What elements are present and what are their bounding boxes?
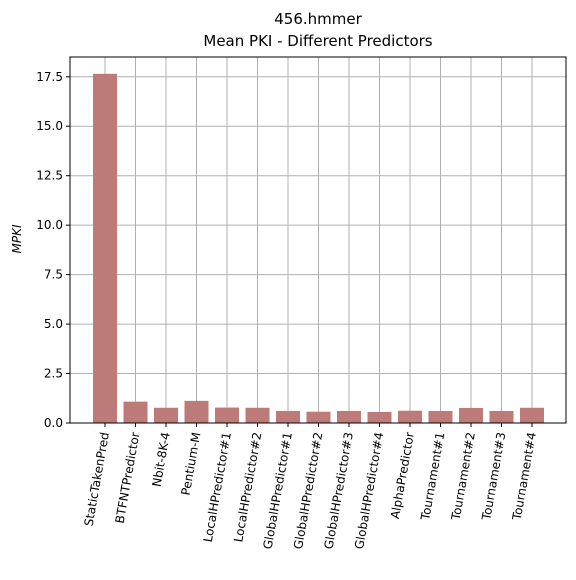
x-tick-label: Tournament#4 xyxy=(510,431,539,522)
x-tick-label: Tournament#2 xyxy=(449,431,478,522)
x-tick-label: GlobalHPredictor#3 xyxy=(322,431,356,550)
chart-subtitle: Mean PKI - Different Predictors xyxy=(203,32,432,50)
x-tick-label: GlobalHPredictor#1 xyxy=(261,431,295,550)
y-tick-label: 7.5 xyxy=(44,268,63,282)
y-axis-ticks: 0.0 2.5 5.0 7.5 10.0 12.5 15.0 17.5 xyxy=(36,70,70,430)
grid xyxy=(70,57,566,424)
bar xyxy=(428,410,453,423)
bar xyxy=(184,400,209,423)
y-tick-label: 12.5 xyxy=(36,169,63,183)
y-tick-label: 2.5 xyxy=(44,367,63,381)
chart-title: 456.hmmer xyxy=(274,10,362,28)
y-tick-label: 17.5 xyxy=(36,70,63,84)
y-tick-label: 0.0 xyxy=(44,416,63,430)
bar xyxy=(459,407,483,423)
bar xyxy=(337,410,361,423)
bar xyxy=(398,410,422,423)
bar xyxy=(215,407,239,423)
y-tick-label: 5.0 xyxy=(44,317,63,331)
x-tick-label: GlobalHPredictor#2 xyxy=(291,431,325,550)
x-tick-label: Tournament#1 xyxy=(418,431,447,522)
x-tick-label: LocalHPredictor#1 xyxy=(201,431,234,543)
bar xyxy=(154,407,178,423)
bar xyxy=(93,73,117,423)
y-tick-label: 15.0 xyxy=(36,119,63,133)
y-axis-label: MPKI xyxy=(10,224,24,253)
bars xyxy=(93,73,544,423)
bar xyxy=(520,407,544,423)
x-tick-label: Pentium-M xyxy=(179,431,204,496)
x-axis-ticks: StaticTakenPred BTFNTPredictor Nbit-8K-4 Pe… xyxy=(82,423,539,550)
x-tick-label: BTFNTPredictor xyxy=(113,431,143,524)
bar xyxy=(489,410,514,423)
x-tick-label: StaticTakenPred xyxy=(82,431,112,527)
bar xyxy=(306,411,331,423)
x-tick-label: Tournament#3 xyxy=(479,431,508,522)
x-tick-label: Nbit-8K-4 xyxy=(150,431,173,488)
x-tick-label: AlphaPredictor xyxy=(388,431,417,520)
bar xyxy=(367,411,392,423)
bar xyxy=(123,401,148,423)
bar xyxy=(276,410,300,423)
x-tick-label: LocalHPredictor#2 xyxy=(231,431,264,543)
bar xyxy=(245,407,270,423)
y-tick-label: 10.0 xyxy=(36,218,63,232)
x-tick-label: GlobalHPredictor#4 xyxy=(352,431,386,550)
